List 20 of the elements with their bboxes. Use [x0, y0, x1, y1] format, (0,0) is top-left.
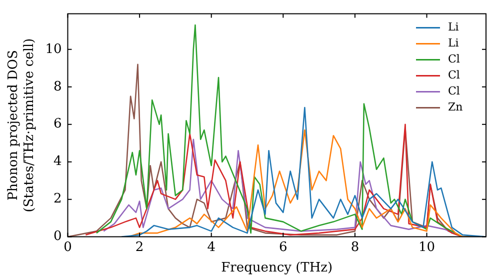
y-tick-label: 10 — [45, 42, 62, 57]
legend-label: Li — [448, 36, 460, 50]
y-tick-label: 0 — [53, 229, 62, 244]
y-tick-label: 4 — [53, 154, 62, 170]
y-tick-label: 6 — [53, 116, 62, 132]
x-tick-label: 2 — [135, 240, 144, 255]
x-tick-label: 0 — [64, 240, 72, 255]
y-tick-label: 2 — [53, 192, 62, 207]
legend-label: Zn — [448, 100, 463, 114]
y-axis-title: Phonon projected DOS (States/THz·primitive cell) — [6, 38, 37, 212]
x-tick-label: 10 — [418, 240, 436, 255]
legend-label: Cl — [448, 52, 460, 66]
legend-label: Cl — [448, 68, 460, 82]
x-tick-label: 8 — [350, 240, 360, 255]
y-tick-label: 8 — [53, 79, 62, 94]
x-tick-label: 4 — [207, 240, 216, 255]
x-tick-label: 6 — [279, 240, 288, 255]
legend-label: Li — [448, 20, 460, 34]
x-axis-title: Frequency (THz) — [221, 260, 333, 276]
legend-label: Cl — [448, 84, 460, 98]
